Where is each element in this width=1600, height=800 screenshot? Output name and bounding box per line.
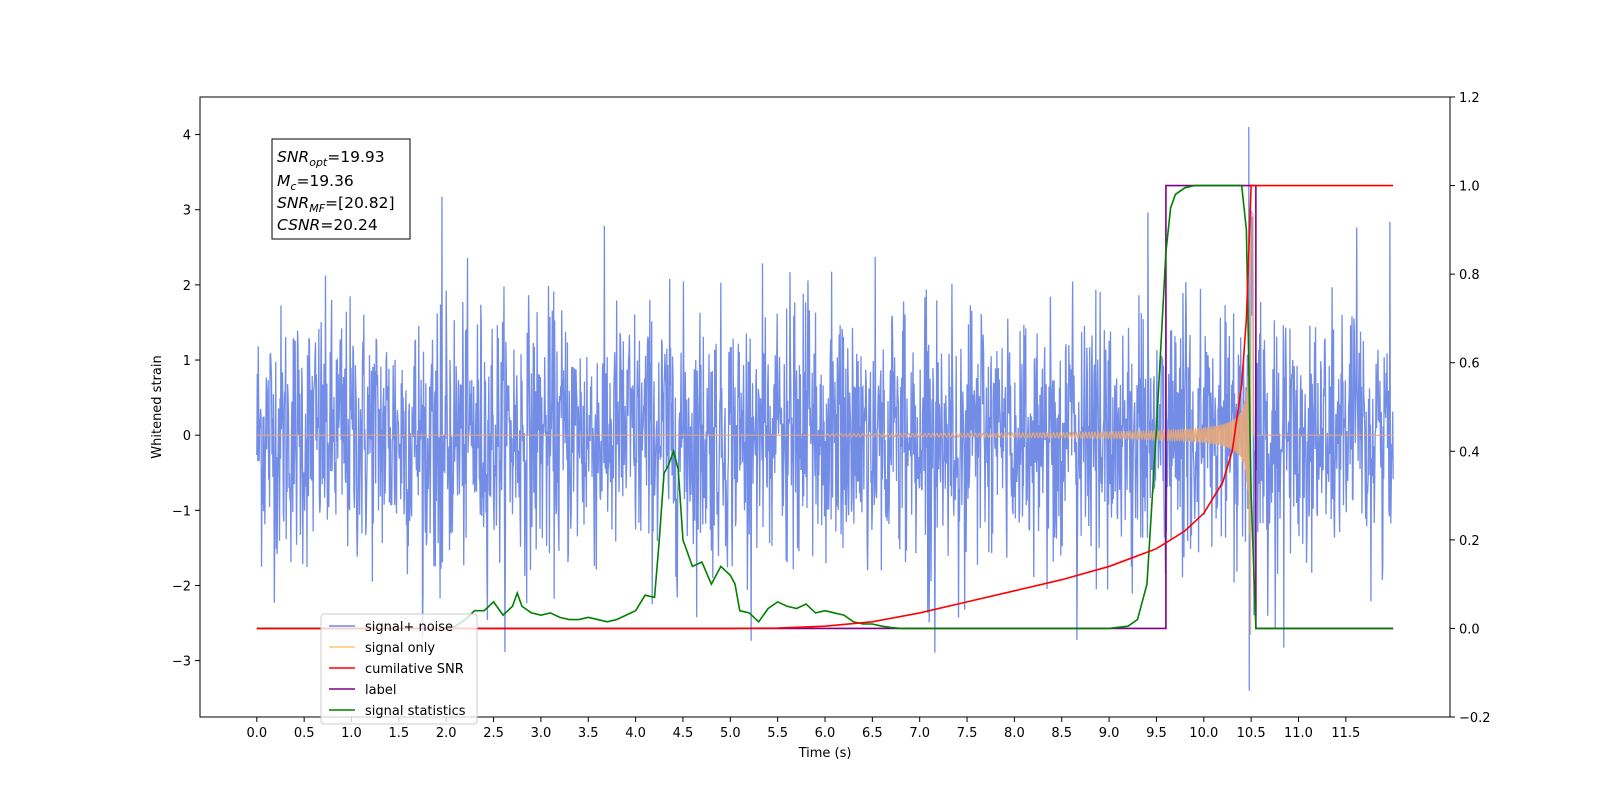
y-tick-label-right: −0.2 [1459,711,1491,726]
x-tick-label: 4.5 [673,726,694,741]
y-tick-label-left: −3 [172,655,191,670]
y-tick-label-right: 0.6 [1459,357,1480,372]
annotation-frame [271,138,411,240]
y-tick-label-right: 0.0 [1459,622,1480,637]
y-tick-label-left: 0 [183,429,191,444]
annotation-snr-opt: SNRopt=19.93 [277,148,385,169]
x-axis-label: Time (s) [798,746,852,761]
y-tick-label-right: 0.4 [1459,445,1480,460]
x-tick-label: 9.0 [1099,726,1120,741]
x-tick-label: 0.5 [294,726,315,741]
y-tick-label-left: −1 [172,504,191,519]
x-tick-label: 7.0 [909,726,930,741]
y-tick-label-left: −2 [172,579,191,594]
x-tick-label: 3.0 [531,726,552,741]
x-axis: 0.0 0.5 1.0 1.5 2.0 2.5 3.0 3.5 4.0 4.5 5.0 5.5 6.0 6… [246,717,1360,741]
y-tick-label-left: 3 [183,204,191,219]
x-tick-label: 7.5 [957,726,978,741]
annotation-csnr: CSNR=20.24 [277,216,378,234]
series-label [256,184,1394,630]
annotation-snr-mf: SNRMF=[20.82] [277,194,395,215]
x-tick-label: 8.5 [1051,726,1072,741]
x-tick-label: 6.0 [815,726,836,741]
legend-frame [320,613,478,725]
y-tick-label-left: 4 [183,129,191,144]
x-tick-label: 2.5 [483,726,504,741]
y-axis-label: Whitened strain [150,355,165,458]
x-tick-label: 1.0 [341,726,362,741]
x-tick-label: 9.5 [1146,726,1167,741]
series-signal-only [256,212,1394,635]
x-tick-label: 11.0 [1284,726,1313,741]
x-tick-label: 6.5 [862,726,883,741]
y-axis-right: −0.2 0.0 0.2 0.4 0.6 0.8 1.0 1.2 [1450,91,1491,726]
y-tick-label-right: 1.0 [1459,180,1480,195]
legend-label: label [365,683,396,698]
y-axis-left: −3 −2 −1 0 1 2 3 4 [172,129,200,670]
legend-label: signal only [365,641,435,656]
legend-label: cumilative SNR [365,662,464,677]
x-tick-label: 0.0 [246,726,267,741]
y-tick-label-left: 2 [183,279,191,294]
annotation-box: SNRopt=19.93 Mc=19.36 SNRMF=[20.82] CSNR… [271,138,411,240]
x-tick-label: 10.0 [1189,726,1218,741]
series-cumilative-snr [256,184,1394,630]
legend: signal+ noise signal only cumilative SNR la… [320,613,478,725]
y-tick-label-right: 0.2 [1459,534,1480,549]
x-tick-label: 5.5 [767,726,788,741]
annotation-mc: Mc=19.36 [277,172,354,193]
series-layer [256,127,1394,691]
series-signal-statistics [256,184,1394,630]
x-tick-label: 3.5 [578,726,599,741]
x-tick-label: 10.5 [1237,726,1266,741]
y-tick-label-right: 0.8 [1459,268,1480,283]
y-tick-label-left: 1 [183,354,191,369]
x-tick-label: 2.0 [436,726,457,741]
x-tick-label: 1.5 [389,726,410,741]
legend-label: signal+ noise [365,620,453,635]
x-tick-label: 4.0 [625,726,646,741]
x-tick-label: 8.0 [1004,726,1025,741]
series-signal-noise [256,127,1394,691]
x-tick-label: 11.5 [1331,726,1360,741]
x-tick-label: 5.0 [720,726,741,741]
y-tick-label-right: 1.2 [1459,91,1480,106]
legend-label: signal statistics [365,704,466,719]
